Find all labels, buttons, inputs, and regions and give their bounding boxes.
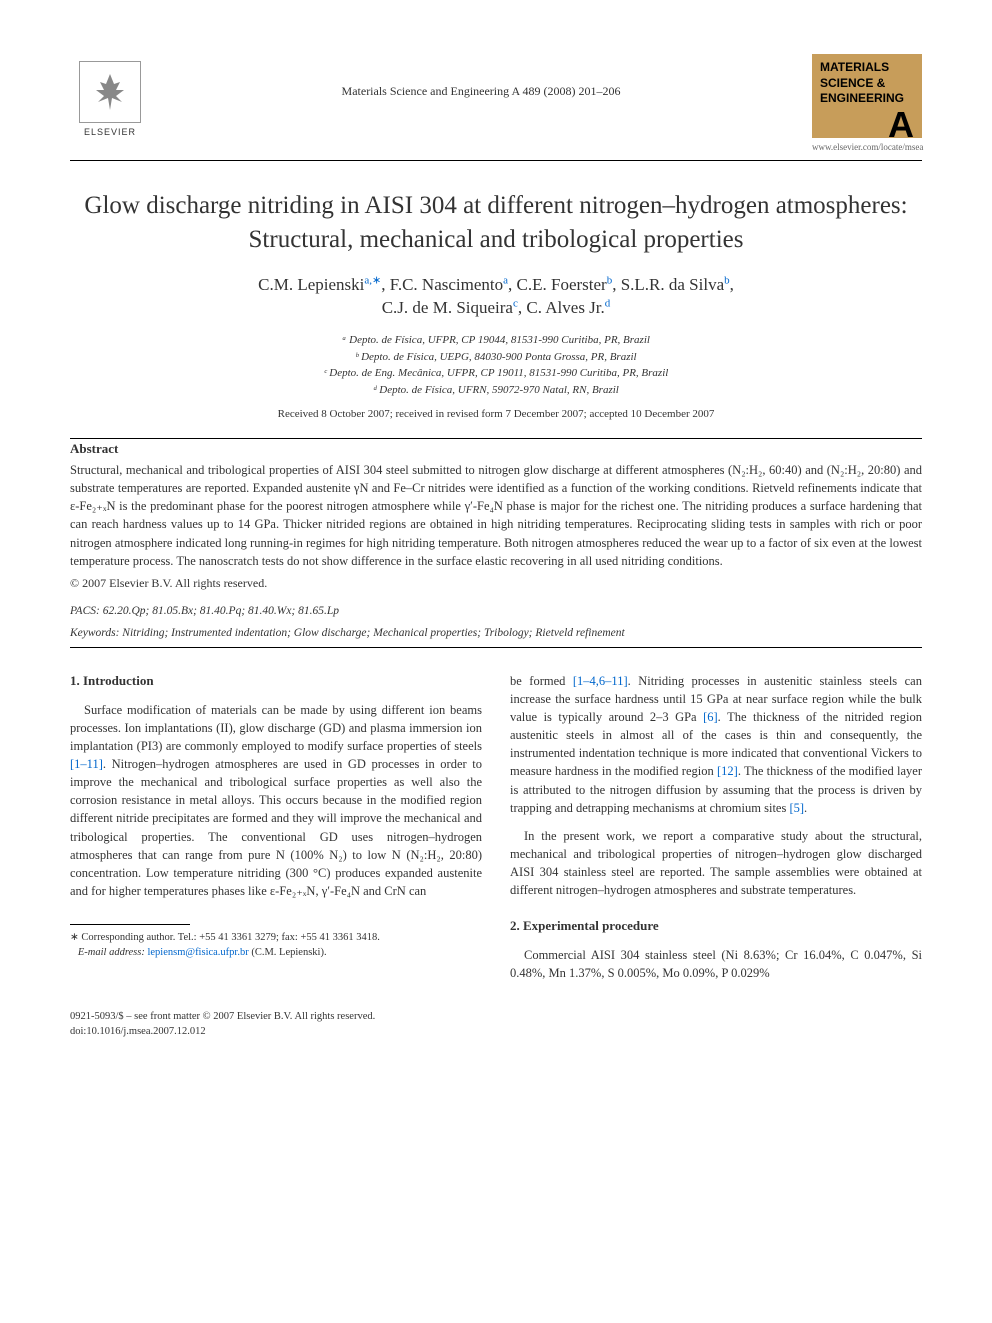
publisher-name: ELSEVIER: [84, 127, 136, 137]
body-columns: 1. Introduction Surface modification of …: [70, 672, 922, 993]
pacs-line: PACS: 62.20.Qp; 81.05.Bx; 81.40.Pq; 81.4…: [70, 605, 922, 617]
left-column: 1. Introduction Surface modification of …: [70, 672, 482, 993]
intro-paragraph-3: In the present work, we report a compara…: [510, 827, 922, 900]
authors-block: C.M. Lepienskia,∗, F.C. Nascimentoa, C.E…: [70, 273, 922, 321]
journal-logo-block: MATERIALS SCIENCE & ENGINEERING A www.el…: [812, 54, 922, 152]
intro-paragraph-2: be formed [1–4,6–11]. Nitriding processe…: [510, 672, 922, 817]
affiliation-c: ᶜ Depto. de Eng. Mecânica, UFPR, CP 1901…: [70, 365, 922, 382]
footer-doi: doi:10.1016/j.msea.2007.12.012: [70, 1025, 922, 1040]
author-line1-end: ,: [730, 275, 734, 294]
affiliations-block: ᵃ Depto. de Física, UFPR, CP 19044, 8153…: [70, 332, 922, 398]
journal-reference: Materials Science and Engineering A 489 …: [150, 54, 812, 99]
intro-paragraph-1: Surface modification of materials can be…: [70, 701, 482, 900]
publisher-logo: ELSEVIER: [70, 54, 150, 144]
right-column: be formed [1–4,6–11]. Nitriding processe…: [510, 672, 922, 993]
abstract-heading: Abstract: [70, 441, 922, 457]
affiliation-a: ᵃ Depto. de Física, UFPR, CP 19044, 8153…: [70, 332, 922, 349]
journal-url: www.elsevier.com/locate/msea: [812, 142, 922, 152]
author-6-sup: d: [605, 298, 611, 310]
ref-link-6[interactable]: [6]: [703, 710, 718, 724]
header-divider: [70, 160, 922, 161]
email-label: E-mail address:: [78, 947, 145, 958]
author-5: C.J. de M. Siqueira: [382, 298, 513, 317]
footnote-divider: [70, 924, 190, 925]
journal-logo-line1: MATERIALS: [820, 60, 889, 74]
email-suffix: (C.M. Lepienski).: [249, 947, 327, 958]
experimental-heading: 2. Experimental procedure: [510, 917, 922, 936]
pacs-label: PACS:: [70, 605, 100, 617]
intro-p2e: .: [804, 801, 807, 815]
keywords-label: Keywords:: [70, 627, 119, 639]
author-1-sup: a,∗: [364, 274, 381, 286]
keywords-values: Nitriding; Instrumented indentation; Glo…: [119, 627, 624, 639]
pacs-values: 62.20.Qp; 81.05.Bx; 81.40.Pq; 81.40.Wx; …: [100, 605, 339, 617]
elsevier-tree-icon: [79, 61, 141, 123]
abstract-copyright: © 2007 Elsevier B.V. All rights reserved…: [70, 576, 922, 591]
ref-link-12[interactable]: [12]: [717, 764, 738, 778]
intro-p2a: be formed: [510, 674, 573, 688]
journal-logo-line2: SCIENCE &: [820, 76, 885, 90]
journal-logo-letter: A: [820, 107, 914, 143]
experimental-paragraph-1: Commercial AISI 304 stainless steel (Ni …: [510, 946, 922, 982]
ref-link-5[interactable]: [5]: [789, 801, 804, 815]
header-row: ELSEVIER Materials Science and Engineeri…: [70, 54, 922, 152]
author-3-pre: , C.E. Foerster: [508, 275, 607, 294]
page-container: ELSEVIER Materials Science and Engineeri…: [0, 0, 992, 1080]
abstract-text: Structural, mechanical and tribological …: [70, 461, 922, 570]
author-1: C.M. Lepienski: [258, 275, 364, 294]
corresponding-footnote: ∗ Corresponding author. Tel.: +55 41 336…: [70, 931, 482, 960]
author-6-pre: , C. Alves Jr.: [518, 298, 605, 317]
email-address[interactable]: lepiensm@fisica.ufpr.br: [145, 947, 249, 958]
intro-p1a: Surface modification of materials can be…: [70, 703, 482, 753]
introduction-heading: 1. Introduction: [70, 672, 482, 691]
article-title: Glow discharge nitriding in AISI 304 at …: [70, 189, 922, 257]
email-line: E-mail address: lepiensm@fisica.ufpr.br …: [70, 946, 482, 961]
journal-logo-box: MATERIALS SCIENCE & ENGINEERING A: [812, 54, 922, 138]
page-footer: 0921-5093/$ – see front matter © 2007 El…: [70, 1010, 922, 1039]
footer-line-1: 0921-5093/$ – see front matter © 2007 El…: [70, 1010, 922, 1025]
affiliation-d: ᵈ Depto. de Física, UFRN, 59072-970 Nata…: [70, 382, 922, 399]
ref-link-1-11[interactable]: [1–11]: [70, 757, 103, 771]
keywords-line: Keywords: Nitriding; Instrumented indent…: [70, 627, 922, 639]
article-dates: Received 8 October 2007; received in rev…: [70, 408, 922, 420]
author-2-pre: , F.C. Nascimento: [381, 275, 503, 294]
ref-link-1-4-6-11[interactable]: [1–4,6–11]: [573, 674, 628, 688]
abstract-top-divider: [70, 438, 922, 439]
affiliation-b: ᵇ Depto. de Física, UEPG, 84030-900 Pont…: [70, 349, 922, 366]
intro-p1b: . Nitrogen–hydrogen atmospheres are used…: [70, 757, 482, 898]
abstract-bottom-divider: [70, 647, 922, 648]
author-4-pre: , S.L.R. da Silva: [612, 275, 724, 294]
corresponding-text: ∗ Corresponding author. Tel.: +55 41 336…: [70, 931, 482, 946]
